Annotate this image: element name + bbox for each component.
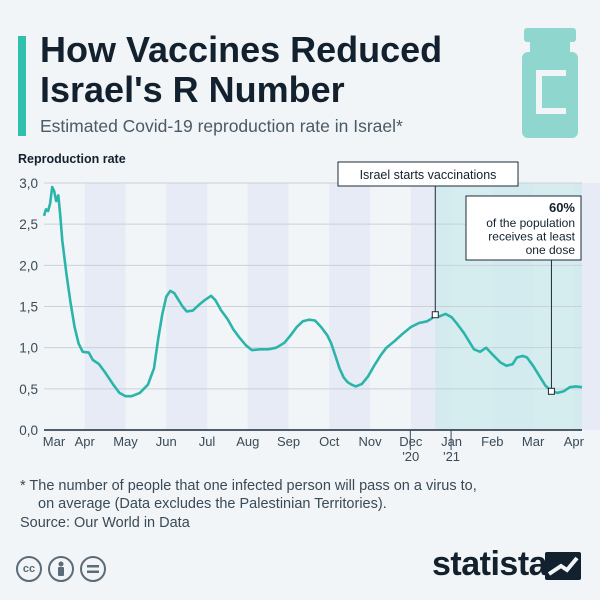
- annotation-box: [337, 161, 519, 187]
- x-tick-label: Sep: [277, 434, 300, 449]
- x-tick-label: Dec: [399, 434, 423, 449]
- cc-icon[interactable]: cc: [16, 556, 42, 582]
- annotation-marker: [431, 311, 439, 319]
- vaccine-vial-icon: [522, 28, 578, 138]
- x-tick-label: May: [113, 434, 138, 449]
- equals-icon[interactable]: [80, 556, 106, 582]
- y-tick-label: 1,5: [19, 300, 38, 315]
- brand-mark-icon: [545, 552, 581, 580]
- x-tick-label: Nov: [358, 434, 382, 449]
- x-tick-label: Mar: [522, 434, 545, 449]
- page-subtitle: Estimated Covid-19 reproduction rate in …: [40, 116, 403, 136]
- x-tick-sublabel: '21: [443, 449, 460, 464]
- y-tick-label: 3,0: [19, 176, 38, 191]
- footnote: * The number of people that one infected…: [20, 477, 580, 513]
- y-axis-label: Reproduction rate: [18, 152, 126, 166]
- title-line-2: Israel's R Number: [40, 69, 345, 110]
- page-title: How Vaccines Reduced Israel's R Number: [40, 30, 480, 110]
- annotation-60-text: one dose: [526, 243, 576, 257]
- series-path: [42, 185, 583, 398]
- annotation-vaccinations: Israel starts vaccinations: [360, 168, 497, 182]
- r-number-chart: 0,0 0,5 1,0 1,5 2,0 2,5 3,0 Mar Apr May Jun Jul Aug…: [18, 152, 600, 464]
- annotation-box: [465, 195, 582, 261]
- x-tick-label: Feb: [481, 434, 503, 449]
- x-tick-label: Jul: [199, 434, 216, 449]
- y-axis-ticks: 0,0 0,5 1,0 1,5 2,0 2,5 3,0: [19, 176, 38, 438]
- y-tick-label: 2,0: [19, 258, 38, 273]
- person-icon[interactable]: [48, 556, 74, 582]
- x-tick-label: Apr: [564, 434, 585, 449]
- gridlines: [44, 182, 582, 431]
- annotation-60-text: receives at least: [488, 230, 575, 244]
- y-tick-label: 0,0: [19, 423, 38, 438]
- source-text: Source: Our World in Data: [20, 515, 190, 531]
- y-tick-label: 2,5: [19, 217, 38, 232]
- annotation-60-percent: 60%: [549, 200, 575, 215]
- brand-logo[interactable]: statista: [432, 545, 548, 583]
- x-tick-label: Jun: [156, 434, 177, 449]
- x-tick-label: Aug: [236, 434, 259, 449]
- y-tick-label: 0,5: [19, 382, 38, 397]
- footnote-line-2: on average (Data excludes the Palestinia…: [38, 496, 387, 512]
- license-icons: cc: [16, 556, 106, 582]
- annotations: Israel starts vaccinations 60%of the popu…: [337, 161, 582, 395]
- x-axis-ticks: MarAprMayJunJulAugSepOctNovDec'20Jan'21F…: [43, 430, 585, 464]
- x-tick-sublabel: '20: [402, 449, 419, 464]
- x-tick-label: Apr: [75, 434, 96, 449]
- footnote-line-1: * The number of people that one infected…: [20, 478, 477, 494]
- y-tick-label: 1,0: [19, 341, 38, 356]
- title-accent-bar: [18, 36, 26, 136]
- annotation-marker: [547, 387, 555, 395]
- annotation-60-text: of the population: [486, 216, 575, 230]
- series-line: [42, 185, 583, 398]
- title-line-1: How Vaccines Reduced: [40, 29, 443, 70]
- x-tick-label: Mar: [43, 434, 66, 449]
- x-tick-label: Oct: [319, 434, 340, 449]
